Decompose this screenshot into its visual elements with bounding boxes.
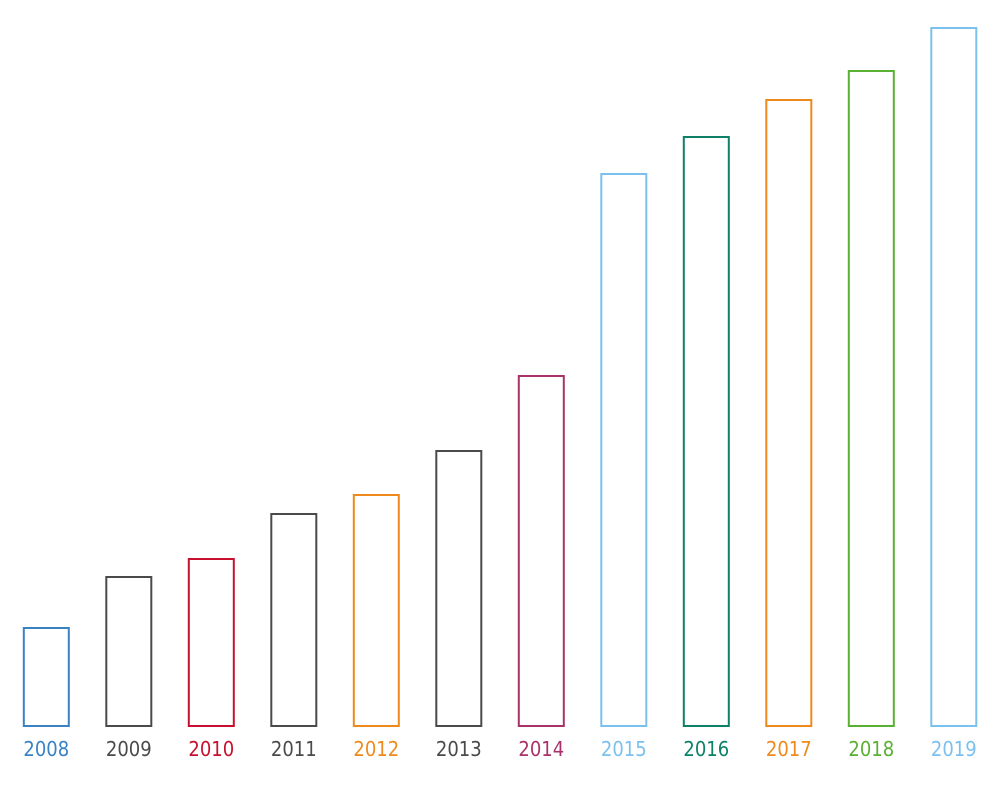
bar-2018 — [847, 70, 895, 727]
bar-2012 — [352, 494, 400, 727]
x-tick-label-2014: 2014 — [518, 737, 564, 761]
x-tick-label-2019: 2019 — [931, 737, 977, 761]
bar-2010 — [187, 558, 235, 727]
x-tick-label-2010: 2010 — [188, 737, 234, 761]
bar-2014 — [517, 375, 565, 727]
bars-layer — [22, 27, 978, 727]
x-tick-label-2016: 2016 — [683, 737, 729, 761]
x-tick-label-2011: 2011 — [271, 737, 317, 761]
x-tick-label-2015: 2015 — [601, 737, 647, 761]
bar-2019 — [930, 27, 978, 727]
bar-2011 — [270, 513, 318, 727]
bar-2008 — [22, 627, 70, 727]
bar-2017 — [765, 99, 813, 727]
bar-2013 — [435, 450, 483, 727]
x-tick-label-2012: 2012 — [353, 737, 399, 761]
bar-2009 — [105, 576, 153, 727]
bar-2016 — [682, 136, 730, 727]
x-tick-label-2009: 2009 — [106, 737, 152, 761]
x-tick-label-2008: 2008 — [23, 737, 69, 761]
bar-2015 — [600, 173, 648, 727]
category-labels: 2008 2009 2010 2011 2012 2013 2014 2015 2016 2017… — [23, 737, 976, 761]
x-tick-label-2017: 2017 — [766, 737, 812, 761]
x-tick-label-2018: 2018 — [848, 737, 894, 761]
x-tick-label-2013: 2013 — [436, 737, 482, 761]
